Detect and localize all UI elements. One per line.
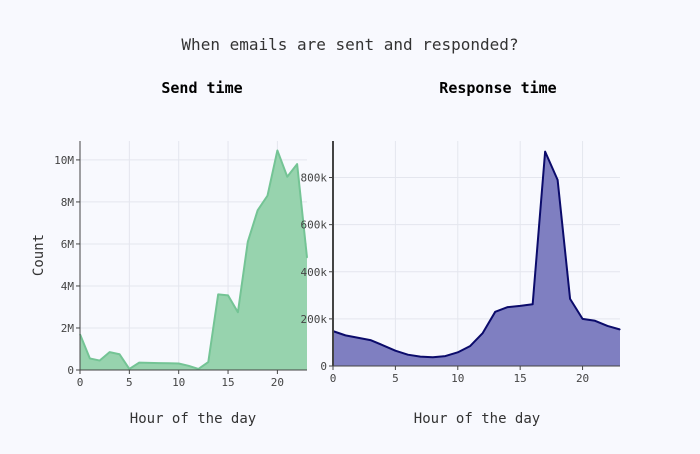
send-time-point: [138, 362, 140, 364]
send-time-point: [237, 311, 239, 313]
send-time-point: [207, 361, 209, 363]
send-time-point: [178, 362, 180, 365]
response-time-point: [344, 334, 347, 336]
send-time-line: [79, 149, 308, 370]
send-time-point: [286, 176, 288, 178]
send-time-ylabel: Count: [31, 234, 47, 276]
send-time-point: [128, 368, 130, 370]
response-time-y-tick-label: 200k: [301, 313, 328, 326]
response-time-x-tick-label: 0: [330, 372, 337, 385]
response-time-x-tick-label: 20: [576, 372, 589, 385]
response-time-area: [333, 151, 620, 366]
send-time-point: [197, 368, 200, 370]
response-time-y-tick-label: 400k: [301, 266, 328, 279]
send-time-point: [187, 365, 190, 367]
send-time-area: [80, 150, 307, 370]
response-time-y-tick-label: 0: [320, 360, 327, 373]
send-time-y-tick-label: 10M: [54, 154, 74, 167]
response-time-point: [357, 337, 359, 339]
response-time-y-tick-label: 800k: [301, 172, 328, 185]
send-time-point: [266, 195, 269, 197]
response-time-xlabel: Hour of the day: [414, 411, 540, 427]
response-time-point: [469, 345, 471, 347]
send-time-y-tick-label: 6M: [61, 238, 75, 251]
response-time-point: [394, 350, 396, 352]
send-time-x-tick-label: 20: [271, 376, 284, 389]
response-time-point: [581, 318, 584, 320]
response-time-line: [332, 150, 621, 359]
send-time-point: [168, 362, 170, 364]
response-time-y-tick-label: 600k: [301, 219, 328, 232]
send-time-point: [148, 362, 150, 364]
send-time-point: [306, 257, 308, 259]
send-time-x-tick-label: 15: [221, 376, 234, 389]
send-time-y-tick-label: 8M: [61, 196, 75, 209]
send-time-point: [227, 294, 229, 297]
send-time-point: [276, 149, 278, 152]
response-time-title: Response time: [439, 79, 556, 97]
response-time-point: [594, 320, 596, 322]
send-time-plot-area: 0 5 10 15 20 0 2M 4M 6M 8M 10M: [54, 141, 308, 389]
send-time-panel: Send time Hour of the day Count 0 5 10 15 20…: [31, 79, 308, 427]
send-time-x-tick-label: 5: [126, 376, 133, 389]
send-time-point: [257, 209, 259, 211]
response-time-point: [369, 339, 372, 341]
send-time-y-tick-label: 2M: [61, 322, 75, 335]
send-time-xlabel: Hour of the day: [130, 411, 256, 427]
send-time-point: [158, 362, 160, 364]
send-time-y-tick-label: 0: [67, 364, 74, 377]
response-time-point: [519, 305, 521, 307]
response-time-x-tick-label: 10: [451, 372, 464, 385]
send-time-point: [296, 163, 298, 165]
send-time-point: [247, 241, 249, 243]
response-time-point: [619, 328, 621, 331]
send-time-y-tick-label: 4M: [61, 280, 75, 293]
response-time-point: [544, 151, 546, 153]
response-time-x-tick-label: 15: [514, 372, 527, 385]
response-time-point: [569, 298, 571, 300]
response-time-point: [532, 303, 534, 305]
send-time-point: [217, 293, 219, 295]
response-time-point: [432, 356, 434, 358]
response-time-point: [557, 179, 559, 181]
send-time-title: Send time: [161, 79, 242, 97]
response-time-panel: Response time Hour of the day 0 5 10 15 20 0 2…: [301, 79, 621, 427]
figure-title: When emails are sent and responded?: [181, 35, 518, 54]
response-time-point: [444, 355, 446, 357]
response-time-point: [507, 306, 509, 308]
response-time-point: [457, 351, 459, 353]
send-time-x-tick-label: 0: [77, 376, 84, 389]
response-time-x-tick-label: 5: [392, 372, 399, 385]
response-time-plot-area: 0 5 10 15 20 0 200k 400k 600k 800k: [301, 141, 621, 385]
response-time-point: [482, 332, 484, 334]
send-time-point: [99, 359, 101, 362]
send-time-point: [118, 353, 121, 355]
response-time-point: [382, 344, 384, 346]
response-time-point: [419, 355, 421, 358]
response-time-point: [407, 354, 409, 356]
send-time-point: [89, 357, 91, 360]
send-time-x-tick-label: 10: [172, 376, 185, 389]
response-time-point: [494, 311, 496, 313]
send-time-point: [109, 351, 111, 353]
response-time-point: [606, 325, 609, 327]
